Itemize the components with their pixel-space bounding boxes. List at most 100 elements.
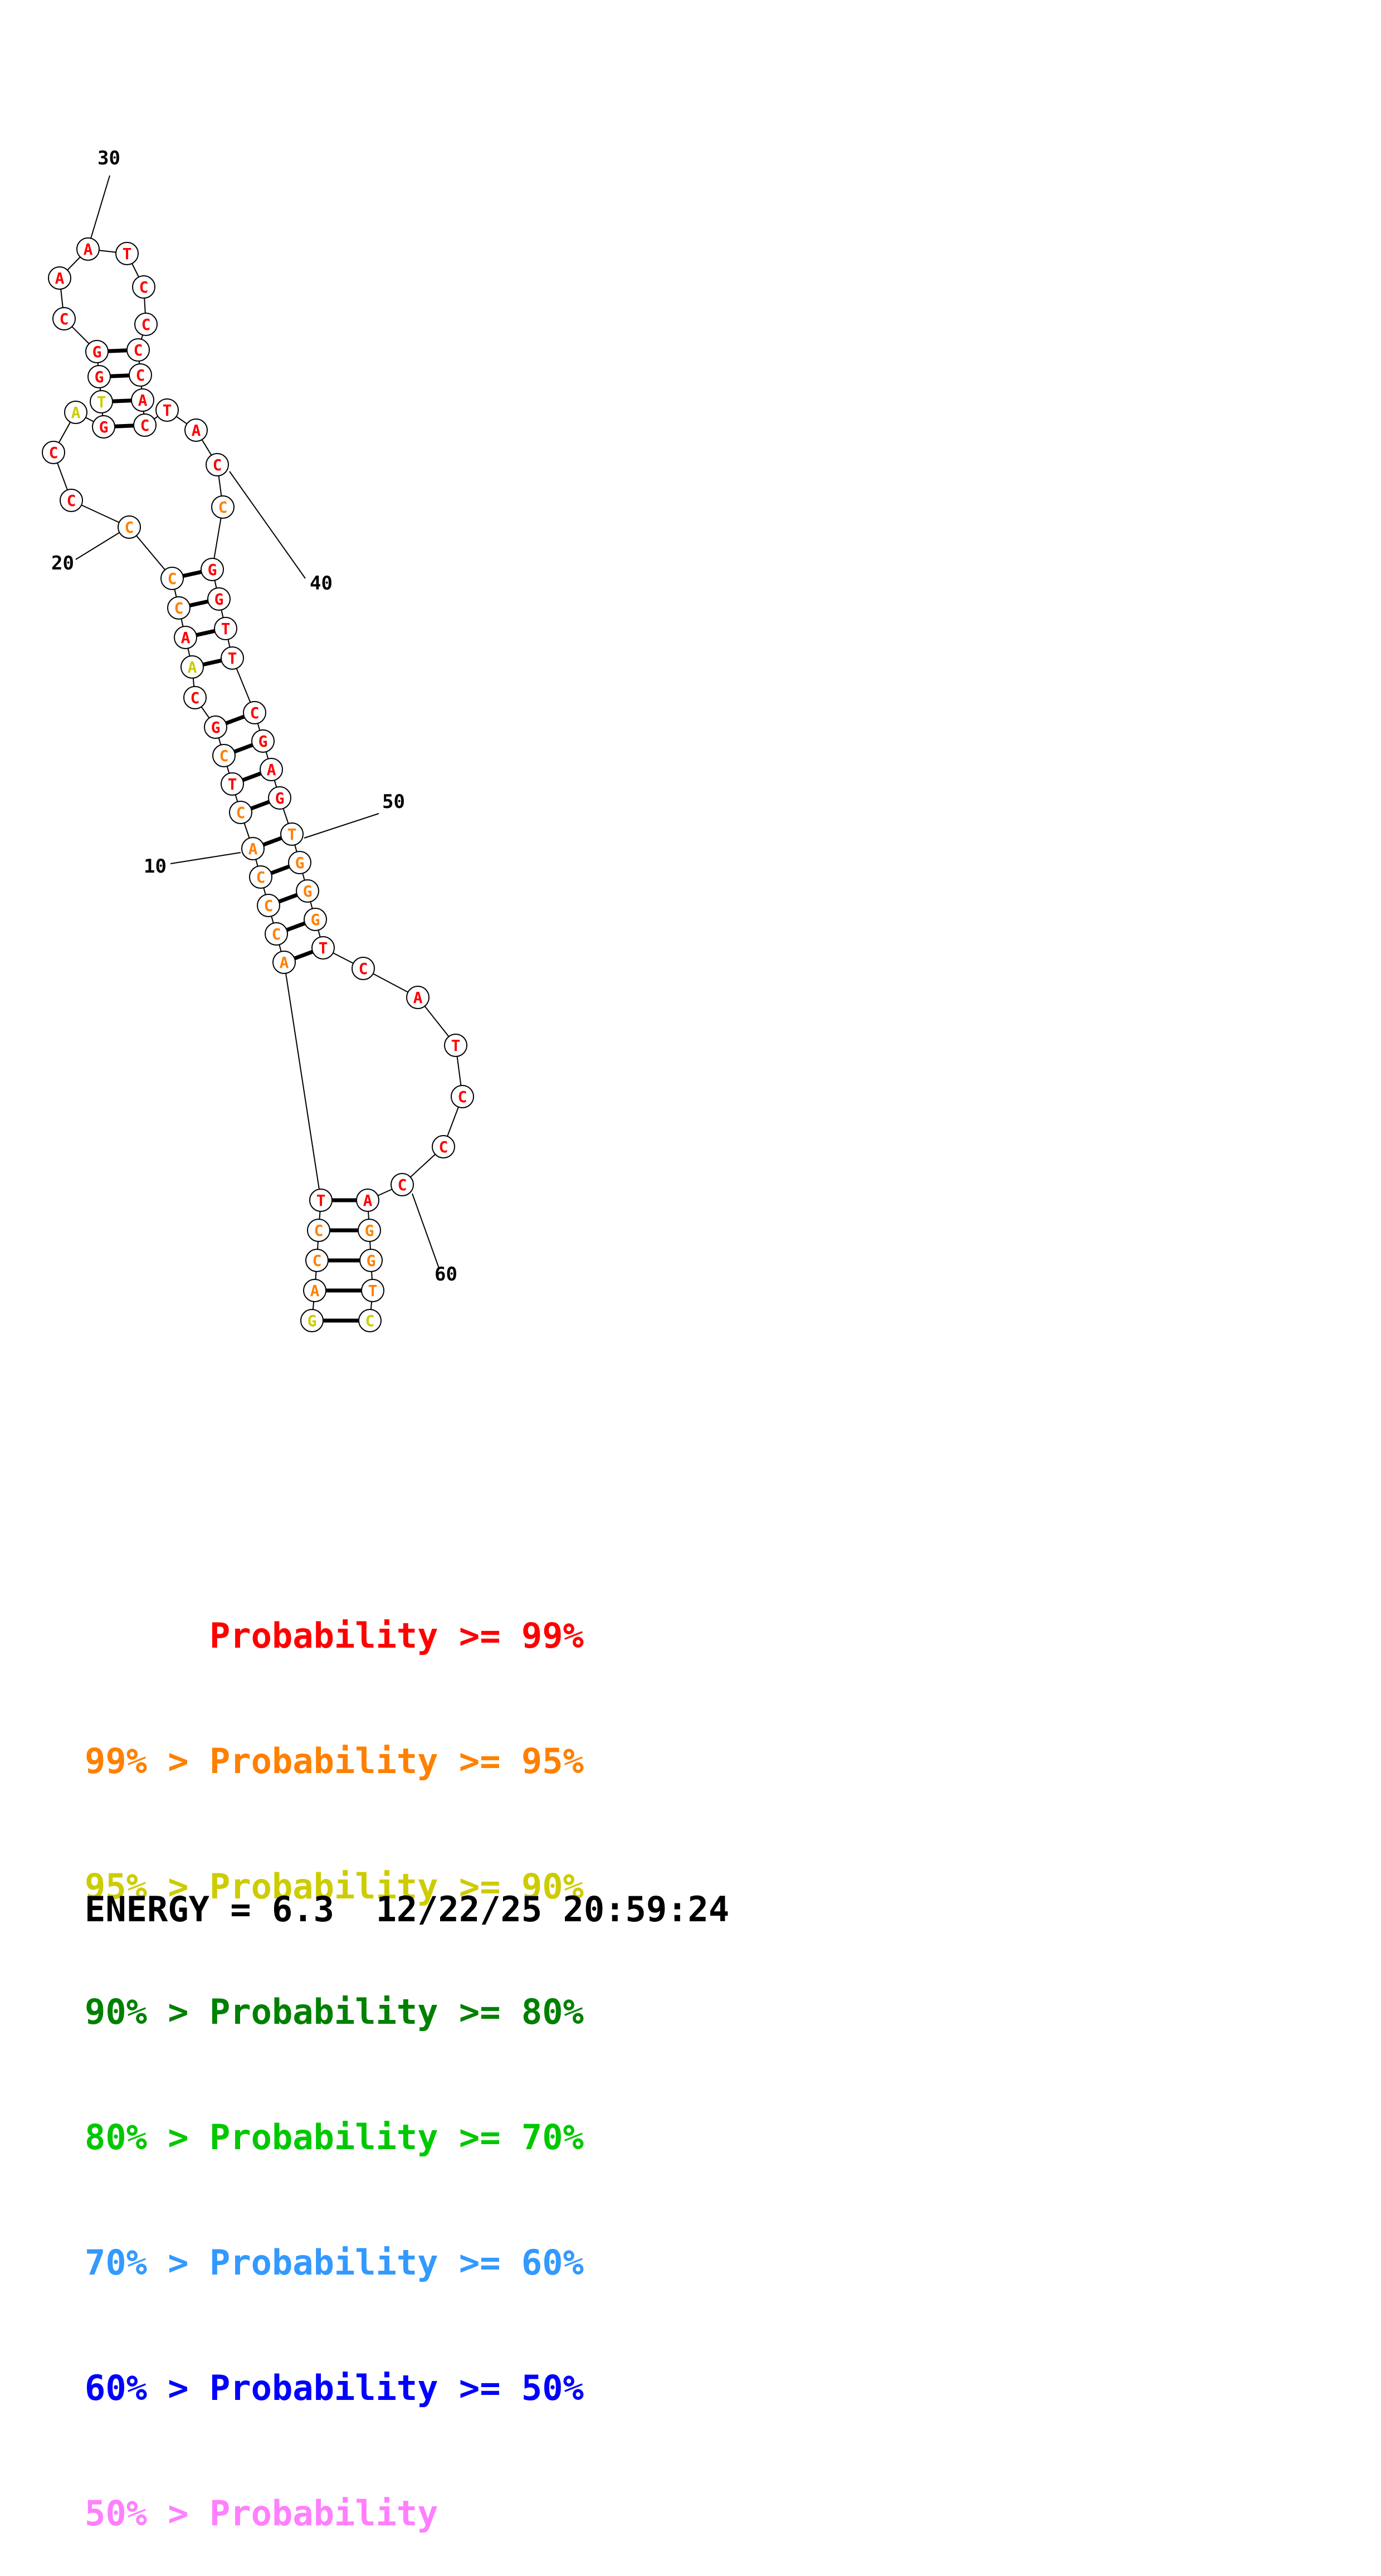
base-letter: G [365, 1221, 374, 1240]
probability-legend: Probability >= 99% 99% > Probability >= … [85, 1531, 584, 2576]
legend-line: 60% > Probability >= 50% [85, 2368, 584, 2408]
base-circle [85, 340, 109, 363]
base-letter: G [295, 854, 305, 872]
base-circle [76, 237, 100, 261]
base-circle [221, 772, 244, 796]
base-circle [221, 646, 244, 670]
base-letter: C [136, 366, 145, 384]
base-circle [115, 242, 139, 265]
base-letter: C [365, 1312, 375, 1330]
base-circle [359, 1249, 383, 1272]
base-letter: C [314, 1221, 324, 1240]
base-circle [206, 453, 229, 476]
legend-line: 95% > Probability >= 90% [85, 1866, 584, 1907]
base-circle [87, 365, 111, 388]
base-circle [309, 1189, 333, 1212]
base-letter: G [308, 1312, 317, 1330]
base-letter: C [140, 416, 150, 435]
base-circle [48, 266, 71, 290]
base-circle [42, 441, 65, 464]
base-letter: C [256, 868, 266, 887]
base-circle [52, 307, 76, 330]
position-label: 60 [435, 1263, 457, 1285]
base-circle [352, 957, 375, 980]
base-circle [180, 655, 204, 679]
base-letter: G [211, 718, 221, 737]
backbone-bond [284, 962, 321, 1201]
base-letter: T [228, 775, 237, 793]
base-circle [211, 495, 235, 519]
base-letter: A [192, 421, 201, 440]
base-letter: T [97, 393, 106, 411]
base-circle [444, 1034, 467, 1057]
base-circle [214, 617, 237, 640]
base-letter: C [398, 1176, 407, 1194]
base-letter: A [363, 1191, 373, 1210]
base-letter: C [174, 599, 184, 617]
position-label: 30 [97, 147, 120, 169]
legend-line: Probability >= 99% [85, 1615, 584, 1656]
base-letter: C [213, 456, 222, 474]
base-circle [207, 587, 231, 611]
position-label: 10 [144, 855, 167, 878]
base-letter: A [71, 403, 81, 422]
base-circle [268, 786, 291, 810]
base-letter: C [134, 341, 143, 359]
base-circle [201, 558, 224, 581]
base-circle [132, 275, 155, 299]
position-label: 20 [51, 552, 74, 574]
base-letter: G [92, 343, 102, 361]
base-circle [133, 413, 157, 437]
base-letter: C [141, 315, 151, 334]
label-leader-line [75, 532, 120, 560]
base-circle [303, 1279, 326, 1302]
base-letter: C [250, 704, 260, 722]
base-letter: G [99, 418, 109, 436]
base-letter: T [316, 1191, 326, 1210]
base-circle [131, 388, 154, 412]
base-letter: A [310, 1282, 320, 1300]
position-label: 40 [310, 572, 333, 595]
legend-line: 99% > Probability >= 95% [85, 1741, 584, 1781]
base-circle [272, 951, 296, 974]
base-circle [126, 338, 150, 362]
base-letter: T [163, 401, 172, 420]
legend-line: 50% > Probability [85, 2493, 438, 2534]
base-letter: G [303, 882, 313, 900]
legend-line: 70% > Probability >= 60% [85, 2242, 584, 2283]
position-label: 50 [382, 791, 405, 813]
label-leader-line [90, 175, 110, 239]
base-circle [183, 686, 207, 709]
base-circle [129, 363, 152, 387]
base-letter: T [221, 620, 231, 638]
page: { "colors": { "p99": "#ff0000", "p95": "… [42, 147, 730, 2534]
base-circle [257, 894, 280, 917]
base-circle [305, 1249, 329, 1272]
base-circle [361, 1279, 384, 1302]
base-circle [300, 1309, 324, 1332]
base-letter: G [275, 789, 285, 807]
base-letter: T [287, 825, 297, 844]
base-letter: C [139, 278, 149, 296]
base-circle [280, 822, 304, 846]
base-circle [265, 922, 288, 946]
base-letter: T [123, 245, 132, 263]
base-letter: C [313, 1252, 322, 1270]
base-letter: G [311, 910, 320, 929]
base-circle [296, 879, 319, 903]
legend-line: 90% > Probability >= 80% [85, 1991, 584, 2032]
base-letter: C [219, 747, 229, 765]
base-circle [391, 1173, 414, 1196]
base-circle [204, 715, 227, 739]
base-letter: A [55, 269, 65, 288]
base-letter: A [188, 658, 197, 676]
base-letter: T [319, 939, 328, 957]
base-circle [241, 837, 265, 860]
base-circle [358, 1309, 382, 1332]
base-circle [212, 744, 236, 767]
base-circle [249, 865, 272, 889]
base-circle [92, 415, 115, 439]
base-letter: A [181, 629, 191, 647]
base-letter: T [451, 1036, 461, 1055]
base-circle [64, 401, 87, 424]
